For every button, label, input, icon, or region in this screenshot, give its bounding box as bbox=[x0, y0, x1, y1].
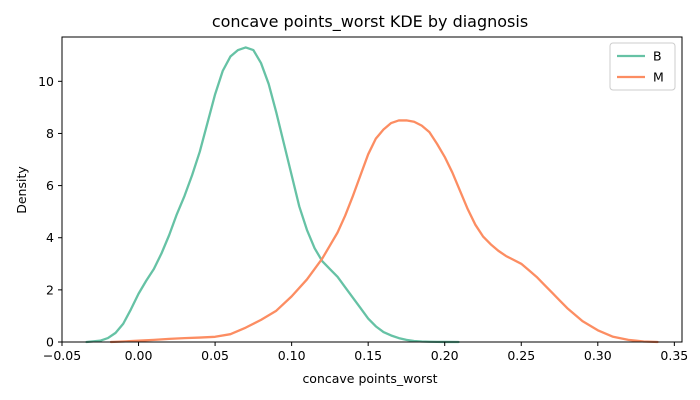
x-axis-label: concave points_worst bbox=[302, 371, 437, 386]
plot-area bbox=[61, 36, 683, 344]
x-tick-label: 0.20 bbox=[431, 348, 459, 363]
x-tick-label: 0.35 bbox=[660, 348, 688, 363]
y-tick-label: 4 bbox=[46, 230, 54, 245]
plot-frame bbox=[61, 36, 683, 343]
x-tick-label: 0.00 bbox=[125, 348, 153, 363]
y-tick-label: 8 bbox=[46, 126, 54, 141]
x-axis: −0.05 0.00 0.05 0.10 0.15 0.20 0.25 0.30 0.35 bbox=[43, 342, 688, 363]
series-line-b bbox=[85, 46, 460, 344]
series-layer bbox=[85, 46, 659, 344]
y-axis-label: Density bbox=[14, 166, 29, 214]
y-tick-label: 0 bbox=[46, 335, 54, 350]
x-tick-label: −0.05 bbox=[43, 348, 81, 363]
x-tick-label: 0.05 bbox=[201, 348, 229, 363]
plot-background bbox=[62, 37, 682, 342]
legend-box bbox=[609, 42, 676, 91]
x-tick-label: 0.30 bbox=[584, 348, 612, 363]
y-tick-label: 10 bbox=[38, 74, 54, 89]
x-tick-label: 0.25 bbox=[507, 348, 535, 363]
x-tick-label: 0.15 bbox=[354, 348, 382, 363]
series-line-m bbox=[109, 119, 659, 344]
chart-title: concave points_worst KDE by diagnosis bbox=[212, 12, 528, 32]
y-tick-label: 6 bbox=[46, 178, 54, 193]
y-axis: 0 2 4 6 8 10 bbox=[38, 74, 62, 350]
x-tick-label: 0.10 bbox=[278, 348, 306, 363]
legend: BM bbox=[609, 42, 676, 91]
y-tick-label: 2 bbox=[46, 282, 54, 297]
legend-label-b: B bbox=[653, 49, 662, 64]
legend-label-m: M bbox=[653, 70, 664, 85]
